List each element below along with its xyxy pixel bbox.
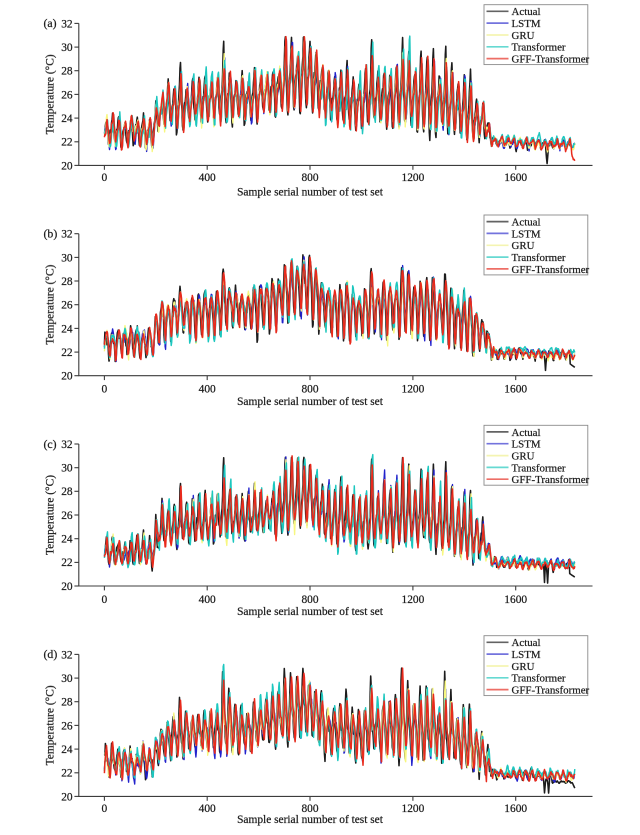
svg-text:1200: 1200	[402, 384, 425, 396]
svg-text:Sample serial number of test s: Sample serial number of test set	[237, 814, 384, 826]
svg-text:(d): (d)	[44, 647, 58, 661]
svg-text:Transformer: Transformer	[512, 462, 566, 474]
svg-text:GRU: GRU	[512, 30, 535, 42]
svg-text:1600: 1600	[504, 172, 527, 184]
svg-text:GFF-Transformer: GFF-Transformer	[512, 54, 590, 66]
svg-text:26: 26	[61, 510, 73, 522]
svg-text:GRU: GRU	[512, 240, 535, 252]
svg-text:800: 800	[301, 803, 318, 815]
svg-text:Temperature (°C): Temperature (°C)	[45, 685, 57, 765]
svg-text:22: 22	[61, 768, 73, 780]
svg-text:24: 24	[61, 113, 73, 125]
svg-text:GFF-Transformer: GFF-Transformer	[512, 474, 590, 486]
svg-text:28: 28	[61, 276, 73, 288]
svg-text:Actual: Actual	[512, 427, 541, 439]
svg-text:800: 800	[301, 172, 318, 184]
svg-text:400: 400	[199, 384, 216, 396]
svg-text:24: 24	[61, 744, 73, 756]
svg-text:1200: 1200	[402, 172, 425, 184]
svg-text:Actual: Actual	[512, 217, 541, 229]
svg-text:400: 400	[199, 172, 216, 184]
svg-text:20: 20	[61, 160, 73, 172]
svg-text:30: 30	[61, 252, 73, 264]
svg-text:1200: 1200	[402, 594, 425, 606]
svg-text:Temperature (°C): Temperature (°C)	[45, 475, 57, 555]
svg-text:30: 30	[61, 42, 73, 54]
svg-text:(a): (a)	[44, 16, 57, 30]
svg-text:Actual: Actual	[512, 637, 541, 649]
svg-text:GRU: GRU	[512, 661, 535, 673]
svg-text:30: 30	[61, 673, 73, 685]
svg-text:26: 26	[61, 300, 73, 312]
svg-text:20: 20	[61, 581, 73, 593]
svg-text:LSTM: LSTM	[512, 649, 541, 661]
svg-text:LSTM: LSTM	[512, 228, 541, 240]
svg-text:22: 22	[61, 137, 73, 149]
svg-text:(b): (b)	[44, 227, 58, 241]
svg-text:Transformer: Transformer	[512, 252, 566, 264]
svg-text:20: 20	[61, 791, 73, 803]
svg-text:24: 24	[61, 534, 73, 546]
svg-text:32: 32	[61, 229, 73, 241]
svg-text:Transformer: Transformer	[512, 673, 566, 685]
svg-text:0: 0	[102, 172, 108, 184]
svg-text:0: 0	[102, 803, 108, 815]
svg-text:800: 800	[301, 384, 318, 396]
svg-text:22: 22	[61, 347, 73, 359]
svg-text:22: 22	[61, 557, 73, 569]
svg-text:(c): (c)	[44, 437, 57, 451]
svg-text:28: 28	[61, 486, 73, 498]
svg-text:28: 28	[61, 66, 73, 78]
svg-text:1600: 1600	[504, 594, 527, 606]
svg-text:LSTM: LSTM	[512, 439, 541, 451]
svg-text:24: 24	[61, 323, 73, 335]
svg-text:30: 30	[61, 463, 73, 475]
svg-text:0: 0	[102, 384, 108, 396]
svg-text:Sample serial number of test s: Sample serial number of test set	[237, 606, 384, 618]
svg-text:GRU: GRU	[512, 451, 535, 463]
svg-text:Transformer: Transformer	[512, 42, 566, 54]
svg-text:20: 20	[61, 371, 73, 383]
svg-text:32: 32	[61, 18, 73, 30]
svg-text:26: 26	[61, 720, 73, 732]
svg-text:0: 0	[102, 594, 108, 606]
svg-text:GFF-Transformer: GFF-Transformer	[512, 685, 590, 697]
svg-text:400: 400	[199, 594, 216, 606]
svg-text:1200: 1200	[402, 803, 425, 815]
svg-text:32: 32	[61, 649, 73, 661]
svg-text:26: 26	[61, 89, 73, 101]
svg-text:1600: 1600	[504, 803, 527, 815]
svg-text:Sample serial number of test s: Sample serial number of test set	[237, 187, 384, 199]
svg-text:1600: 1600	[504, 384, 527, 396]
svg-text:Temperature (°C): Temperature (°C)	[45, 265, 57, 345]
svg-text:32: 32	[61, 439, 73, 451]
svg-text:28: 28	[61, 697, 73, 709]
svg-text:400: 400	[199, 803, 216, 815]
svg-text:Actual: Actual	[512, 6, 541, 18]
svg-text:800: 800	[301, 594, 318, 606]
svg-text:Temperature (°C): Temperature (°C)	[45, 54, 57, 134]
svg-text:LSTM: LSTM	[512, 18, 541, 30]
svg-text:Sample serial number of test s: Sample serial number of test set	[237, 396, 384, 408]
svg-text:GFF-Transformer: GFF-Transformer	[512, 264, 590, 276]
